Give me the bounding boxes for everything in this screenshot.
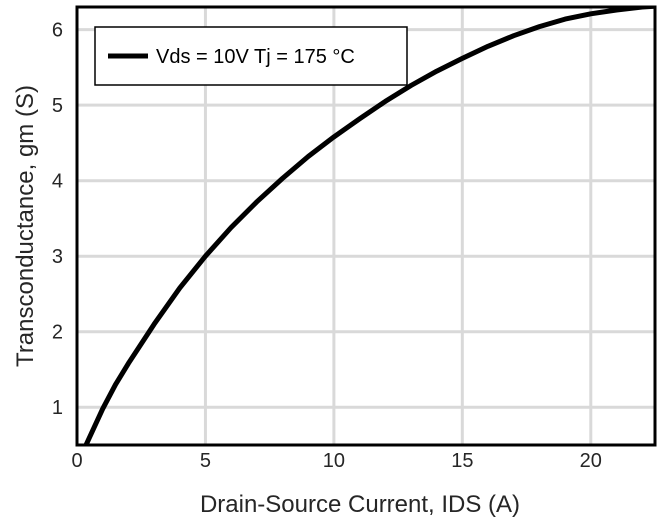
y-axis-label: Transconductance, gm (S) xyxy=(12,85,39,367)
x-tick-labels: 0 5 10 15 20 xyxy=(71,450,601,472)
plot-frame xyxy=(75,5,657,447)
y-tick-label: 4 xyxy=(52,171,63,193)
y-tick-label: 5 xyxy=(52,95,63,117)
y-tick-label: 1 xyxy=(52,397,63,419)
series-layer xyxy=(83,7,655,445)
x-tick-label: 0 xyxy=(71,450,82,472)
x-tick-label: 5 xyxy=(200,450,211,472)
y-tick-label: 6 xyxy=(52,20,63,42)
x-tick-label: 20 xyxy=(580,450,602,472)
y-tick-label: 2 xyxy=(52,322,63,344)
x-tick-label: 15 xyxy=(451,450,473,472)
x-axis-label: Drain-Source Current, IDS (A) xyxy=(200,491,520,518)
series-line-0 xyxy=(83,7,655,445)
legend: Vds = 10V Tj = 175 °C xyxy=(94,26,408,86)
y-tick-labels: 1 2 3 4 5 6 xyxy=(52,20,63,420)
y-tick-label: 3 xyxy=(52,246,63,268)
legend-entry-label: Vds = 10V Tj = 175 °C xyxy=(156,46,355,68)
x-tick-label: 10 xyxy=(323,450,345,472)
